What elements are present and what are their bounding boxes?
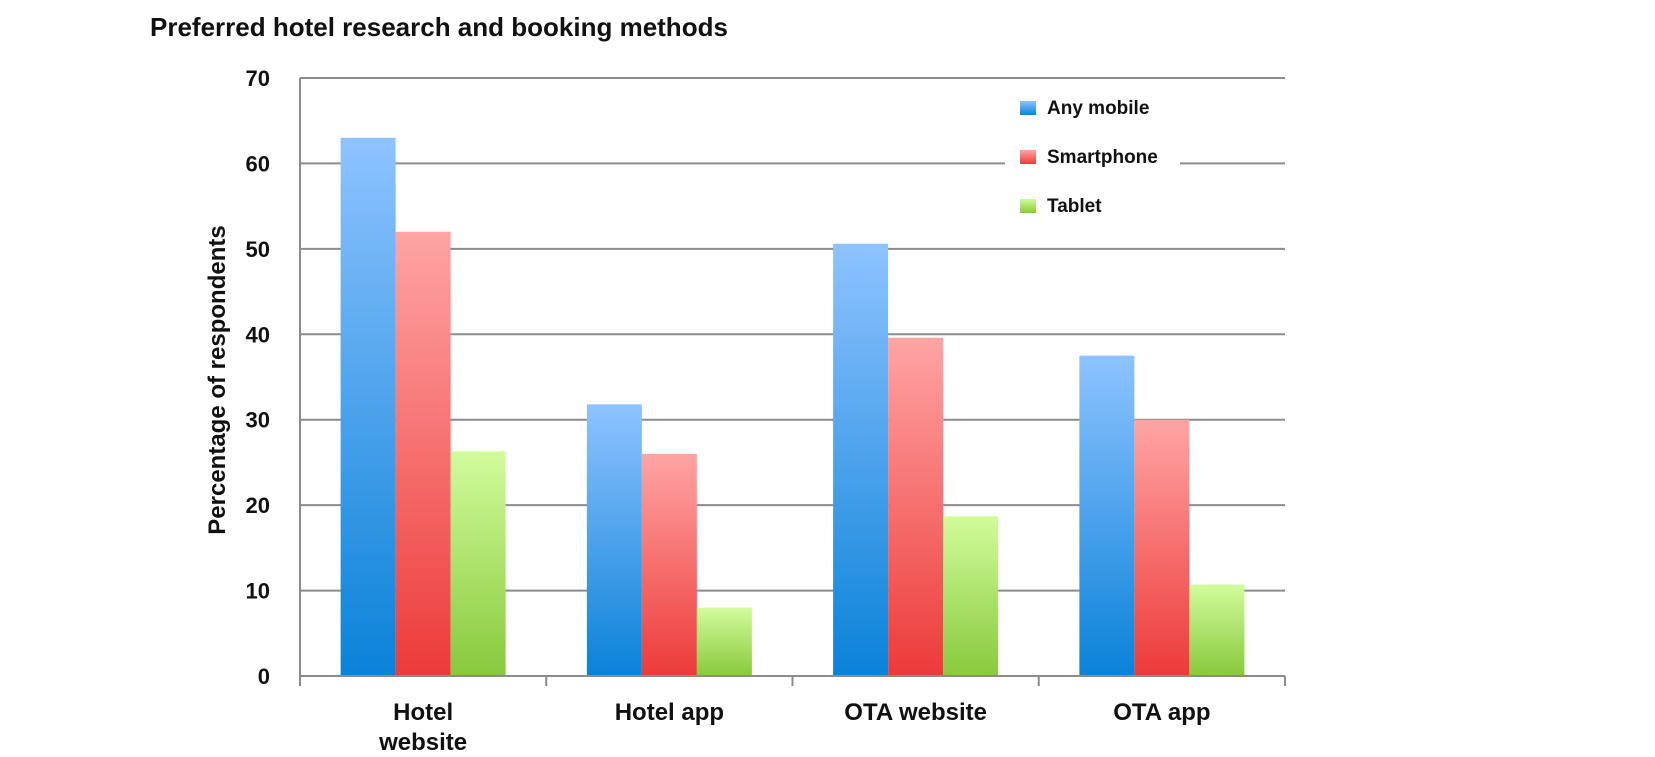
legend-label: Tablet bbox=[1047, 196, 1102, 217]
y-tick-label: 0 bbox=[258, 664, 270, 689]
bar-any-mobile bbox=[586, 404, 642, 676]
bar-smartphone bbox=[395, 231, 451, 676]
bars bbox=[340, 137, 1245, 677]
y-tick-label: 30 bbox=[246, 408, 270, 433]
legend-swatch bbox=[1020, 101, 1036, 115]
y-tick-label: 10 bbox=[246, 579, 270, 604]
y-tick-label: 60 bbox=[246, 151, 270, 176]
y-axis-title: Percentage of respondents bbox=[204, 225, 231, 534]
y-tick-label: 70 bbox=[246, 66, 270, 91]
bar-smartphone bbox=[1134, 419, 1190, 676]
axes: 0 10 20 30 40 50 60 70 Hotel website Hotel app OTA … bbox=[246, 66, 1286, 756]
bar-any-mobile bbox=[340, 137, 396, 677]
bar-tablet bbox=[943, 516, 999, 676]
legend-swatch bbox=[1020, 150, 1036, 164]
bar-smartphone bbox=[641, 453, 697, 676]
x-tick-label: OTA app bbox=[1113, 699, 1210, 726]
y-tick-label: 40 bbox=[246, 322, 270, 347]
y-tick-label: 50 bbox=[246, 237, 270, 262]
y-tick-label: 20 bbox=[246, 493, 270, 518]
legend-swatch bbox=[1020, 199, 1036, 213]
legend: Any mobile Smartphone Tablet bbox=[1005, 82, 1180, 234]
bar-any-mobile bbox=[833, 243, 889, 676]
bar-tablet bbox=[1189, 584, 1245, 676]
x-tick-label: OTA website bbox=[844, 699, 987, 726]
legend-label: Any mobile bbox=[1047, 98, 1149, 119]
x-tick-label: Hotel website bbox=[378, 699, 467, 752]
chart-title: Preferred hotel research and booking met… bbox=[150, 12, 728, 42]
legend-label: Smartphone bbox=[1047, 147, 1158, 168]
bar-any-mobile bbox=[1079, 355, 1135, 676]
x-tick-label: Hotel app bbox=[615, 699, 724, 726]
bar-tablet bbox=[450, 451, 506, 676]
bar-tablet bbox=[696, 607, 752, 676]
bar-smartphone bbox=[888, 337, 944, 676]
